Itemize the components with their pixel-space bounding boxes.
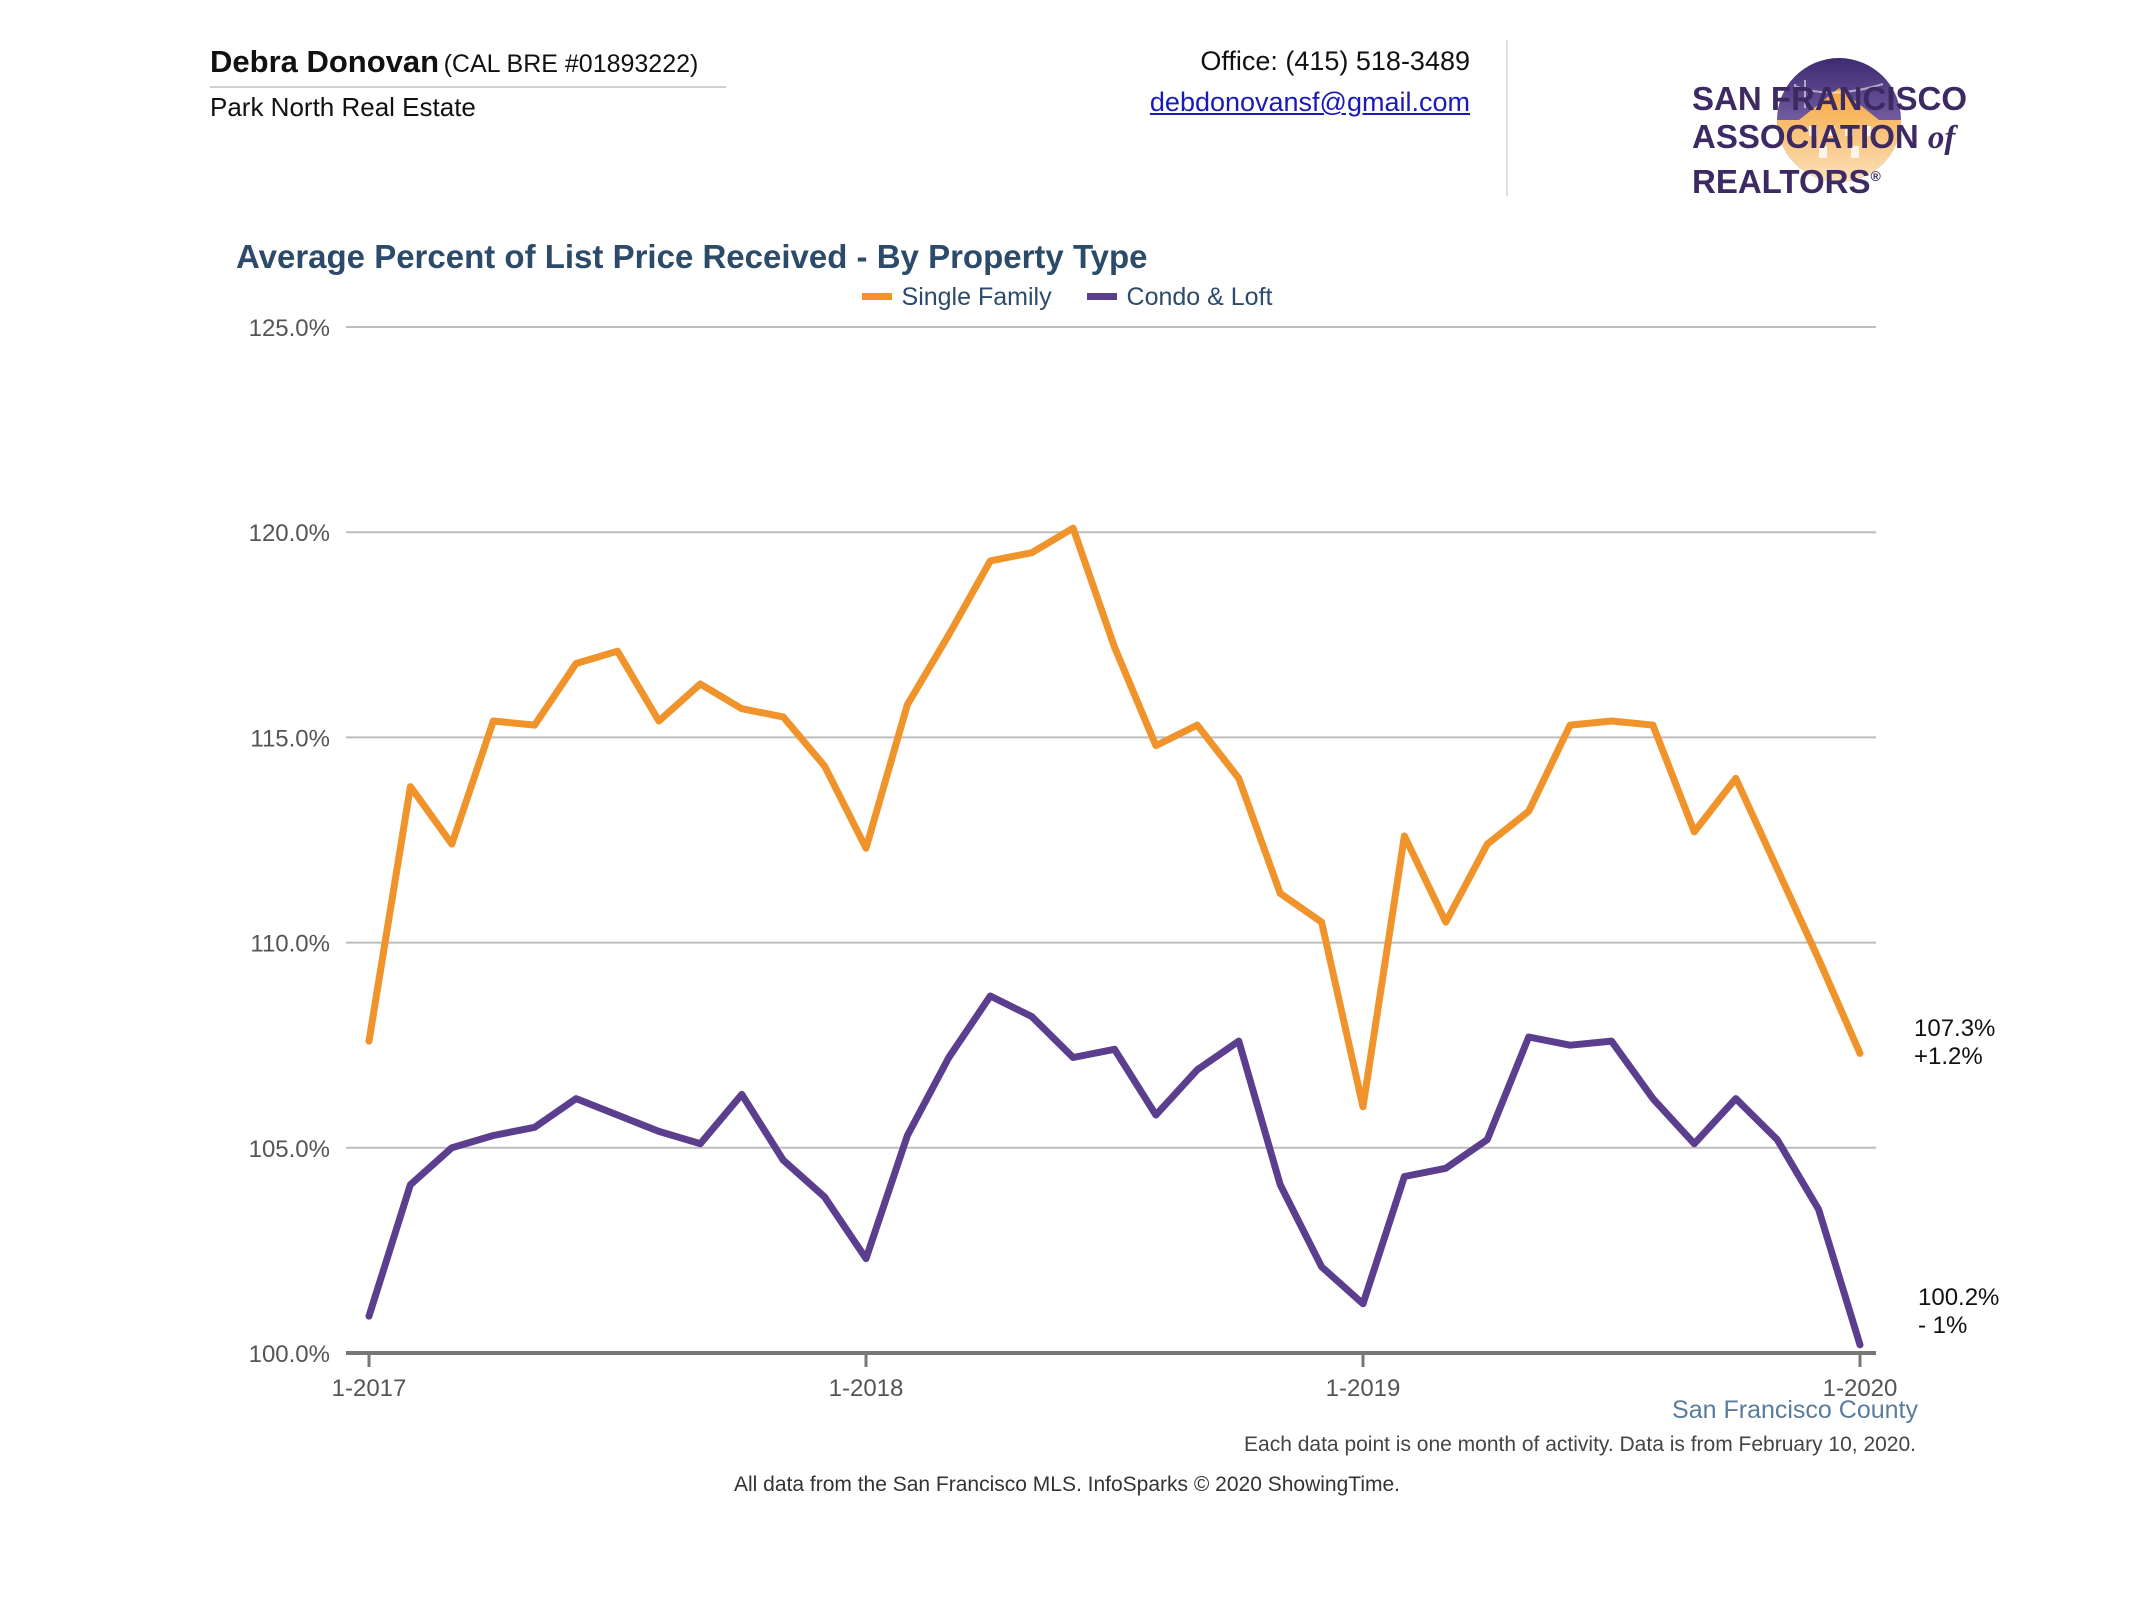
y-tick-label: 110.0%: [250, 931, 330, 958]
logo-house: [1777, 88, 1901, 182]
logo-word-realtors: REALTORS: [1692, 163, 1871, 200]
series-line-condo-loft: [365, 992, 1864, 1349]
legend-item-single-family: Single Family: [861, 283, 1052, 312]
y-tick-label: 115.0%: [250, 725, 330, 752]
agent-license: (CAL BRE #01893222): [443, 50, 699, 78]
x-tick-label: 1-2018: [829, 1375, 904, 1402]
legend-label: Single Family: [901, 283, 1052, 311]
chart-legend: Single Family Condo & Loft: [0, 283, 2134, 312]
legend-swatch: [1086, 292, 1117, 300]
source-note: All data from the San Francisco MLS. Inf…: [733, 1473, 1400, 1496]
y-tick-label: 100.0%: [249, 1341, 330, 1368]
logo-window: [1851, 146, 1859, 158]
agent-divider: [210, 86, 726, 88]
y-tick-label: 125.0%: [249, 315, 330, 342]
logo-window: [1863, 126, 1871, 136]
end-value-label: 100.2%: [1918, 1284, 1999, 1311]
logo-window: [1809, 126, 1817, 136]
logo-window: [1819, 146, 1827, 158]
x-axis: 1-2017 1-2018 1-2019 1-2020: [332, 1351, 1898, 1402]
office-phone: Office: (415) 518-3489: [1200, 46, 1470, 76]
end-change-label: +1.2%: [1914, 1043, 1983, 1070]
legend-label: Condo & Loft: [1126, 283, 1273, 311]
logo-word-of: of: [1927, 120, 1956, 156]
end-labels: 107.3%+1.2% 100.2%- 1%: [1914, 1015, 1999, 1339]
x-tick-label: 1-2017: [332, 1375, 407, 1402]
region-label: San Francisco County: [1672, 1396, 1918, 1424]
sfar-logo: [1777, 58, 1901, 182]
legend-item-condo-loft: Condo & Loft: [1086, 283, 1273, 312]
y-tick-label: 105.0%: [249, 1136, 330, 1163]
y-axis-ticks: 100.0% 105.0% 110.0% 115.0% 120.0% 125.0%: [249, 315, 330, 1368]
agent-name: Debra Donovan: [210, 44, 440, 79]
end-change-label: - 1%: [1918, 1312, 1967, 1339]
y-tick-label: 120.0%: [249, 520, 330, 547]
end-value-label: 107.3%: [1914, 1015, 1995, 1042]
chart-title: Average Percent of List Price Received -…: [236, 238, 1148, 275]
legend-swatch: [861, 292, 892, 300]
x-tick-label: 1-2020: [1823, 1375, 1898, 1402]
email-link[interactable]: debdonovansf@gmail.com: [1149, 87, 1470, 117]
logo-line-1: SAN FRANCISCO: [1692, 80, 1968, 117]
logo-window: [1845, 126, 1853, 136]
logo-word-association: ASSOCIATION: [1692, 118, 1919, 155]
logo-bridge: [1794, 80, 1884, 108]
series-lines: [365, 524, 1864, 1349]
logo-text: SAN FRANCISCO ASSOCIATION of REALTORS®: [1692, 80, 2134, 201]
logo-line-2: ASSOCIATION of REALTORS®: [1692, 118, 2134, 201]
grid-lines: [346, 326, 1876, 1149]
logo-registered-mark: ®: [1870, 168, 1881, 184]
agent-company: Park North Real Estate: [210, 92, 476, 122]
contact-block: Office: (415) 518-3489 debdonovansf@gmai…: [1150, 46, 1470, 118]
agent-block: Debra Donovan (CAL BRE #01893222): [210, 44, 698, 80]
data-note: Each data point is one month of activity…: [1244, 1433, 1916, 1456]
logo-window: [1827, 126, 1835, 136]
header-divider: [1506, 40, 1508, 196]
x-tick-label: 1-2019: [1326, 1375, 1401, 1402]
series-line-single-family: [365, 524, 1864, 1111]
